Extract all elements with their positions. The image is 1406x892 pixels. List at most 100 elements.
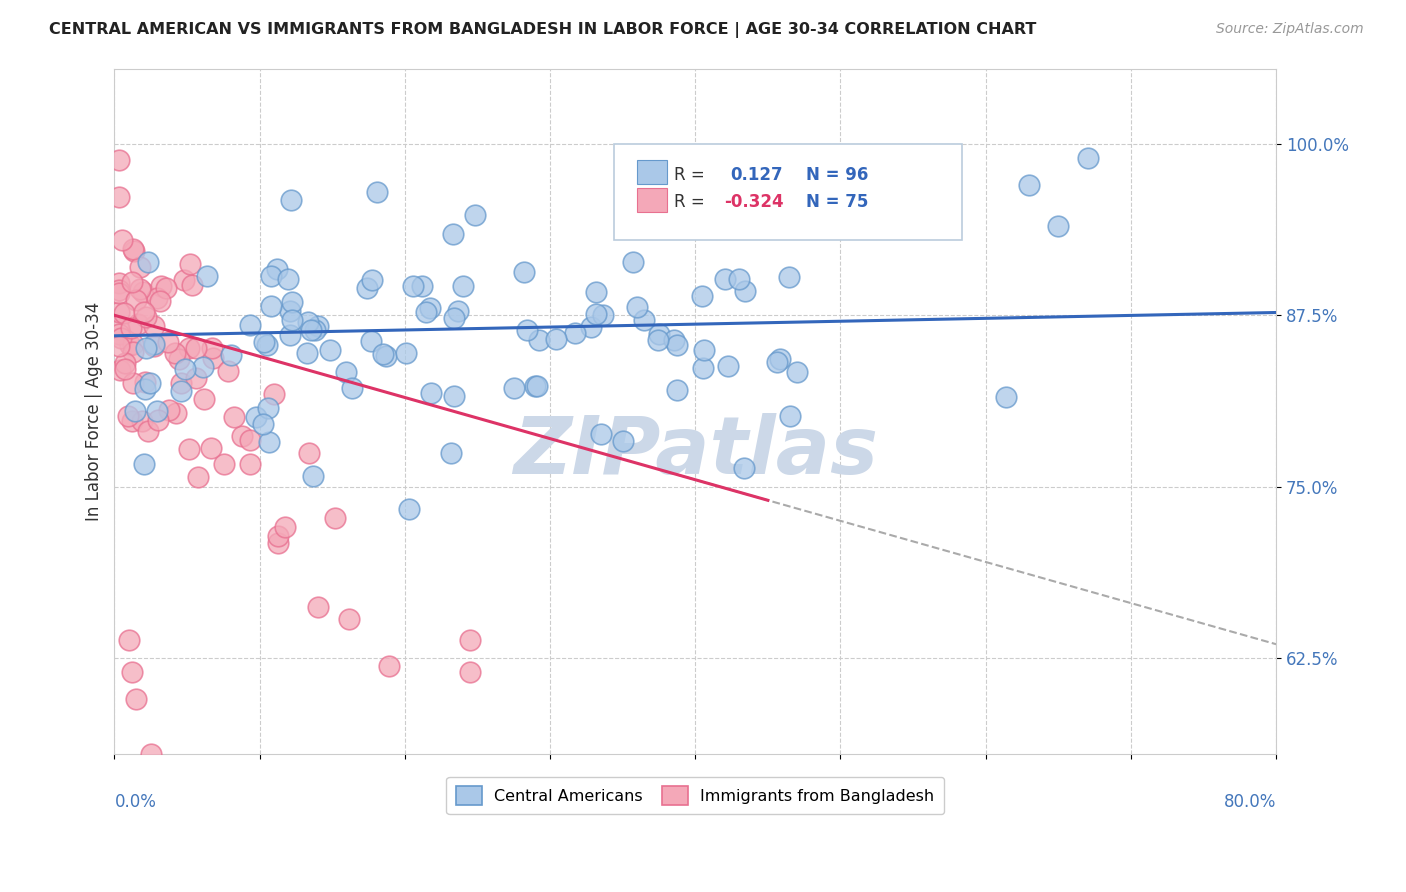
Point [446, 304, 468, 318]
Point [128, 260, 150, 274]
Text: 80.0%: 80.0% [1223, 793, 1277, 811]
Point [263, 386, 285, 401]
Point [716, 359, 738, 373]
Point [544, 333, 567, 347]
Point [110, 331, 132, 345]
Point [170, 376, 193, 390]
Point [443, 389, 465, 403]
Point [256, 338, 278, 352]
Point [121, 665, 143, 679]
Point [419, 301, 441, 315]
Point [267, 529, 290, 543]
Point [239, 434, 262, 448]
Point [143, 337, 166, 351]
Point [108, 362, 131, 376]
Text: R =: R = [675, 194, 704, 211]
Point [121, 275, 143, 289]
Point [157, 403, 180, 417]
Point [142, 339, 165, 353]
Point [149, 279, 172, 293]
Point [108, 338, 131, 352]
Point [297, 315, 319, 329]
Point [257, 435, 280, 450]
Y-axis label: In Labor Force | Age 30-34: In Labor Force | Age 30-34 [86, 301, 103, 521]
Point [179, 257, 201, 271]
Point [307, 319, 329, 334]
Point [212, 457, 235, 471]
Point [458, 633, 481, 648]
Point [177, 341, 200, 355]
Point [121, 336, 143, 351]
Text: -0.324: -0.324 [724, 194, 785, 211]
Point [231, 429, 253, 443]
Text: 0.0%: 0.0% [114, 793, 156, 811]
Point [121, 344, 143, 359]
Point [323, 511, 346, 525]
Point [120, 338, 142, 352]
Point [114, 356, 136, 370]
Point [163, 346, 186, 360]
Point [112, 306, 135, 320]
Point [107, 277, 129, 291]
Point [340, 381, 363, 395]
Point [177, 442, 200, 457]
Point [278, 327, 301, 342]
Point [692, 361, 714, 376]
Point [222, 409, 245, 424]
Point [252, 417, 274, 432]
Point [665, 337, 688, 351]
Point [260, 268, 283, 283]
Point [728, 272, 751, 286]
Point [108, 326, 131, 341]
FancyBboxPatch shape [637, 188, 668, 211]
Point [440, 445, 463, 459]
Point [107, 153, 129, 167]
Point [319, 343, 342, 358]
Point [245, 410, 267, 425]
Point [146, 291, 169, 305]
Point [298, 445, 321, 459]
Point [170, 384, 193, 398]
Point [260, 299, 283, 313]
Point [257, 401, 280, 416]
Point [184, 371, 207, 385]
Point [458, 665, 481, 679]
Point [415, 305, 437, 319]
FancyBboxPatch shape [614, 144, 963, 240]
Point [124, 293, 146, 307]
Point [699, 216, 721, 230]
Point [266, 536, 288, 550]
Point [360, 334, 382, 348]
Point [374, 349, 396, 363]
Point [278, 304, 301, 318]
Point [134, 457, 156, 471]
Point [513, 265, 536, 279]
Point [662, 333, 685, 347]
Point [280, 193, 302, 207]
Point [1047, 219, 1070, 234]
Point [108, 190, 131, 204]
Point [107, 305, 129, 319]
Point [277, 272, 299, 286]
Text: CENTRAL AMERICAN VS IMMIGRANTS FROM BANGLADESH IN LABOR FORCE | AGE 30-34 CORREL: CENTRAL AMERICAN VS IMMIGRANTS FROM BANG… [49, 22, 1036, 38]
Point [146, 404, 169, 418]
Point [239, 318, 262, 333]
Point [239, 457, 262, 471]
Point [451, 278, 474, 293]
Point [591, 427, 613, 442]
Point [193, 392, 215, 406]
Point [280, 313, 302, 327]
Point [121, 414, 143, 428]
Point [585, 285, 607, 300]
Point [779, 409, 801, 423]
Point [339, 612, 361, 626]
Point [523, 378, 546, 392]
Point [148, 413, 170, 427]
Point [131, 414, 153, 428]
Point [143, 319, 166, 334]
Point [693, 343, 716, 357]
Point [135, 341, 157, 355]
Point [187, 470, 209, 484]
Point [174, 362, 197, 376]
Point [111, 233, 134, 247]
